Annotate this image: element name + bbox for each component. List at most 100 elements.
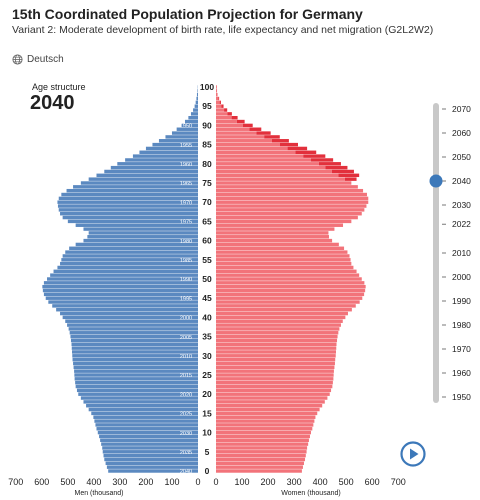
women-bar bbox=[216, 116, 232, 120]
slider-year-label: 2040 bbox=[452, 176, 471, 186]
men-bar bbox=[50, 273, 199, 277]
women-bar bbox=[216, 169, 332, 174]
men-bar bbox=[48, 300, 198, 304]
birth-year-label: 2000 bbox=[180, 316, 192, 322]
men-bar bbox=[102, 450, 198, 454]
age-tick-label: 20 bbox=[202, 389, 212, 399]
men-bar bbox=[72, 357, 198, 362]
men-bar bbox=[195, 100, 198, 105]
language-switch-link[interactable]: Deutsch bbox=[12, 54, 64, 65]
women-bar bbox=[216, 89, 217, 93]
women-bar bbox=[216, 407, 320, 412]
x-tick-label-men: 100 bbox=[164, 477, 179, 487]
year-slider-knob[interactable] bbox=[429, 174, 443, 188]
women-bar bbox=[216, 139, 272, 143]
women-excess-bar bbox=[318, 162, 341, 166]
men-bar bbox=[62, 215, 199, 220]
slider-year-label: 2070 bbox=[452, 104, 471, 114]
women-bar bbox=[216, 357, 336, 362]
men-bar bbox=[43, 292, 198, 297]
women-bar bbox=[216, 146, 288, 151]
age-tick-label: 35 bbox=[202, 332, 212, 342]
women-bar bbox=[216, 258, 351, 262]
men-bar bbox=[104, 169, 198, 174]
birth-year-label: 2040 bbox=[180, 469, 192, 475]
women-excess-bar bbox=[344, 177, 357, 181]
birth-year-label: 2035 bbox=[180, 450, 192, 456]
men-bar bbox=[103, 453, 198, 458]
women-bar bbox=[216, 284, 366, 289]
x-tick-label-women: 400 bbox=[313, 477, 328, 487]
women-bar bbox=[216, 242, 339, 247]
women-excess-bar bbox=[242, 123, 253, 128]
birth-year-label: 2020 bbox=[180, 392, 192, 398]
age-tick-label: 85 bbox=[202, 140, 212, 150]
women-excess-bar bbox=[219, 100, 221, 105]
men-bar bbox=[165, 135, 198, 139]
men-bar bbox=[106, 465, 198, 469]
women-bar bbox=[216, 308, 352, 312]
slider-year-label: 2000 bbox=[452, 272, 471, 282]
age-tick-label: 10 bbox=[202, 428, 212, 438]
women-bar bbox=[216, 296, 363, 300]
x-tick-label-men: 700 bbox=[8, 477, 23, 487]
women-bar bbox=[216, 311, 348, 316]
x-axis-label-women: Women (thousand) bbox=[281, 490, 340, 497]
women-bar bbox=[216, 123, 243, 128]
men-bar bbox=[181, 123, 198, 128]
men-bar bbox=[104, 457, 198, 462]
men-bar bbox=[188, 116, 198, 120]
men-bar bbox=[125, 158, 198, 162]
women-bar bbox=[216, 388, 332, 393]
women-bar bbox=[216, 135, 265, 139]
age-tick-label: 95 bbox=[202, 101, 212, 111]
page-subtitle: Variant 2: Moderate development of birth… bbox=[12, 24, 434, 36]
women-bar bbox=[216, 212, 362, 216]
birth-year-label: 1980 bbox=[180, 239, 192, 245]
women-bar bbox=[216, 292, 365, 297]
men-bar bbox=[108, 469, 198, 473]
x-tick-label-women: 300 bbox=[287, 477, 302, 487]
women-excess-bar bbox=[256, 131, 271, 135]
men-bar bbox=[73, 361, 198, 366]
women-bar bbox=[216, 354, 336, 358]
language-label: Deutsch bbox=[27, 54, 64, 65]
women-bar bbox=[216, 223, 344, 227]
women-bar bbox=[216, 342, 337, 346]
men-bar bbox=[83, 238, 198, 243]
age-tick-label: 50 bbox=[202, 274, 212, 284]
women-bar bbox=[216, 273, 360, 277]
play-button[interactable] bbox=[399, 440, 427, 468]
birth-year-label: 1995 bbox=[180, 296, 192, 302]
women-bar bbox=[216, 430, 312, 435]
men-bar bbox=[96, 173, 198, 178]
men-bar bbox=[75, 380, 198, 385]
women-bar bbox=[216, 415, 316, 419]
men-bar bbox=[83, 400, 198, 404]
women-bar bbox=[216, 246, 345, 250]
men-bar bbox=[193, 108, 198, 112]
women-bar bbox=[216, 288, 366, 293]
women-excess-bar bbox=[236, 119, 245, 124]
women-bar bbox=[216, 154, 304, 158]
men-bar bbox=[83, 227, 198, 231]
men-bar bbox=[88, 231, 198, 235]
men-bar bbox=[42, 284, 198, 289]
birth-year-label: 2005 bbox=[180, 335, 192, 341]
men-bar bbox=[70, 334, 198, 339]
women-bar bbox=[216, 469, 302, 473]
men-bar bbox=[102, 446, 198, 450]
women-bar bbox=[216, 254, 350, 258]
age-tick-label: 5 bbox=[205, 447, 210, 457]
age-tick-label: 90 bbox=[202, 120, 212, 130]
age-tick-label: 55 bbox=[202, 255, 212, 265]
women-bar bbox=[216, 119, 237, 124]
women-bar bbox=[216, 419, 315, 423]
birth-year-label: 1955 bbox=[180, 143, 192, 149]
women-excess-bar bbox=[271, 139, 289, 143]
women-bar bbox=[216, 300, 360, 304]
women-bar bbox=[216, 185, 358, 189]
women-excess-bar bbox=[311, 158, 334, 162]
men-bar bbox=[132, 154, 198, 158]
age-tick-label: 100 bbox=[200, 82, 214, 92]
